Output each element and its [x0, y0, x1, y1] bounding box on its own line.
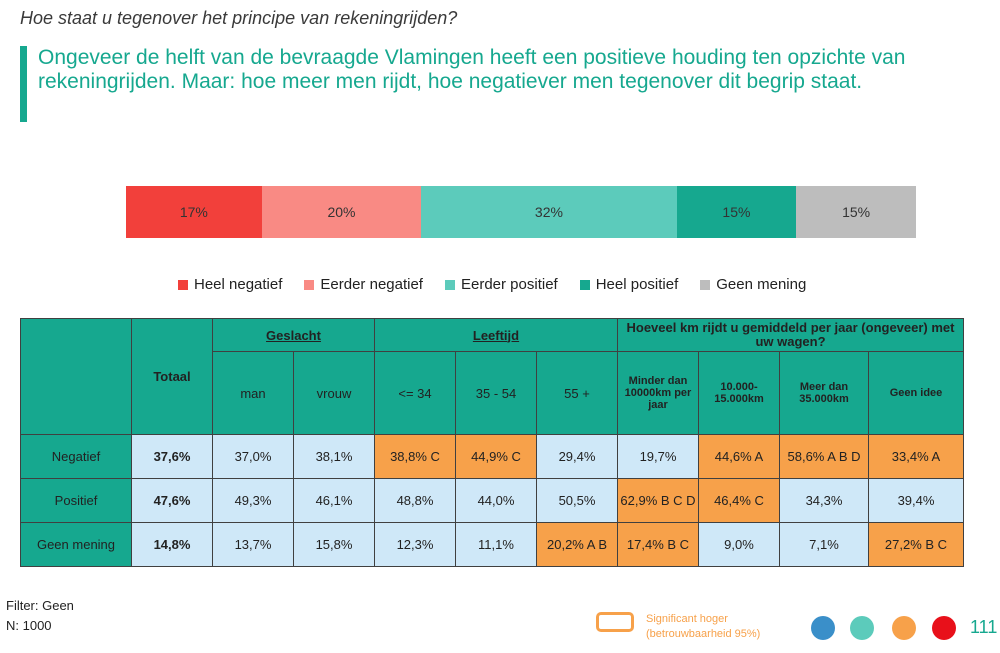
legend-swatch	[178, 279, 188, 290]
table-cell: 17,4% B C	[617, 522, 699, 567]
table-row: Negatief 37,6% 37,0% 38,1% 38,8% C 44,9% C 29,…	[20, 434, 964, 479]
decorative-dot	[811, 616, 835, 640]
row-label: Positief	[20, 478, 132, 523]
data-label: 15%	[722, 204, 751, 220]
legend-swatch	[579, 279, 590, 290]
legend-item: Geen mening	[700, 276, 806, 293]
header-totaal: Totaal	[131, 318, 213, 435]
bar-segment-eerder-negatief: 20%	[261, 186, 422, 238]
table-cell: 44,0%	[455, 478, 537, 523]
legend-label: Eerder negatief	[320, 276, 423, 293]
bar-segment-heel-negatief: 17%	[126, 186, 262, 238]
decorative-dot	[932, 616, 956, 640]
decorative-dot	[892, 616, 916, 640]
bar-segment-geen-mening: 15%	[796, 186, 916, 238]
table-cell: 19,7%	[617, 434, 699, 479]
cell-totaal: 37,6%	[131, 434, 213, 479]
row-label: Geen mening	[20, 522, 132, 567]
table-cell: 37,0%	[212, 434, 294, 479]
legend-label: Heel negatief	[194, 276, 283, 293]
footnote: Filter: Geen N: 1000	[6, 596, 74, 636]
col-header: Geen idee	[868, 351, 964, 435]
col-header: <= 34	[374, 351, 456, 435]
table-cell: 20,2% A B	[536, 522, 618, 567]
table-cell: 48,8%	[374, 478, 456, 523]
table-row: Positief 47,6% 49,3% 46,1% 48,8% 44,0% 50,5% 62…	[20, 478, 964, 523]
data-label: 15%	[842, 204, 871, 220]
sample-size: N: 1000	[6, 618, 52, 633]
table-cell: 58,6% A B D	[779, 434, 869, 479]
col-header: vrouw	[293, 351, 375, 435]
legend-label: Heel positief	[595, 276, 679, 293]
col-header: Meer dan 35.000km	[779, 351, 869, 435]
significance-label: Significant hoger	[646, 613, 728, 625]
table-cell: 44,9% C	[455, 434, 537, 479]
data-label: 20%	[327, 204, 356, 220]
table-cell: 29,4%	[536, 434, 618, 479]
legend-item: Eerder positief	[444, 276, 558, 293]
legend-swatch	[444, 279, 455, 290]
header-geslacht: Geslacht	[212, 318, 375, 352]
headline-accent-bar	[20, 46, 27, 122]
table-cell: 7,1%	[779, 522, 869, 567]
chart-legend: Heel negatief Eerder negatief Eerder posit…	[178, 276, 828, 293]
question-title: Hoe staat u tegenover het principe van r…	[20, 8, 458, 28]
legend-item: Eerder negatief	[304, 276, 423, 293]
table-cell: 50,5%	[536, 478, 618, 523]
table-cell: 33,4% A	[868, 434, 964, 479]
col-header: 35 - 54	[455, 351, 537, 435]
legend-item: Heel positief	[579, 276, 679, 293]
table-cell: 38,8% C	[374, 434, 456, 479]
page-number: 111	[970, 617, 998, 637]
header-km: Hoeveel km rijdt u gemiddeld per jaar (o…	[617, 318, 964, 352]
filter-note: Filter: Geen	[6, 598, 74, 613]
table-corner	[20, 318, 132, 435]
col-header: 10.000-15.000km	[698, 351, 780, 435]
bar-segment-eerder-positief: 32%	[421, 186, 677, 238]
table-cell: 46,4% C	[698, 478, 780, 523]
table-cell: 12,3%	[374, 522, 456, 567]
row-label: Negatief	[20, 434, 132, 479]
cell-totaal: 14,8%	[131, 522, 213, 567]
col-header: man	[212, 351, 294, 435]
decorative-dot	[850, 616, 874, 640]
legend-item: Heel negatief	[178, 276, 282, 293]
crosstab-table: Totaal Geslacht Leeftijd Hoeveel km rijd…	[20, 318, 964, 567]
table-row: Geen mening 14,8% 13,7% 15,8% 12,3% 11,1% 20,2…	[20, 522, 964, 567]
significance-legend: Significant hoger (betrouwbaarheid 95%)	[646, 612, 760, 642]
data-label: 32%	[534, 204, 563, 220]
bar-segment-heel-positief: 15%	[676, 186, 797, 238]
table-cell: 62,9% B C D	[617, 478, 699, 523]
table-cell: 34,3%	[779, 478, 869, 523]
legend-label: Geen mening	[716, 276, 807, 293]
table-cell: 44,6% A	[698, 434, 780, 479]
table-cell: 38,1%	[293, 434, 375, 479]
legend-label: Eerder positief	[460, 276, 558, 293]
table-cell: 9,0%	[698, 522, 780, 567]
significance-swatch	[596, 612, 634, 632]
headline-text: Ongeveer de helft van de bevraagde Vlami…	[38, 46, 906, 93]
col-header: Minder dan 10000km per jaar	[617, 351, 699, 435]
legend-swatch	[304, 279, 315, 290]
data-label: 17%	[179, 204, 208, 220]
table-cell: 46,1%	[293, 478, 375, 523]
table-cell: 49,3%	[212, 478, 294, 523]
table-cell: 15,8%	[293, 522, 375, 567]
header-leeftijd: Leeftijd	[374, 318, 618, 352]
table-cell: 27,2% B C	[868, 522, 964, 567]
significance-note: (betrouwbaarheid 95%)	[646, 628, 761, 640]
col-header: 55 +	[536, 351, 618, 435]
table-cell: 11,1%	[455, 522, 537, 567]
cell-totaal: 47,6%	[131, 478, 213, 523]
table-cell: 39,4%	[868, 478, 964, 523]
legend-swatch	[700, 279, 711, 290]
table-body: Negatief 37,6% 37,0% 38,1% 38,8% C 44,9% C 29,…	[20, 434, 964, 567]
stacked-bar-chart: 17% 20% 32% 15% 15%	[126, 186, 916, 238]
table-cell: 13,7%	[212, 522, 294, 567]
